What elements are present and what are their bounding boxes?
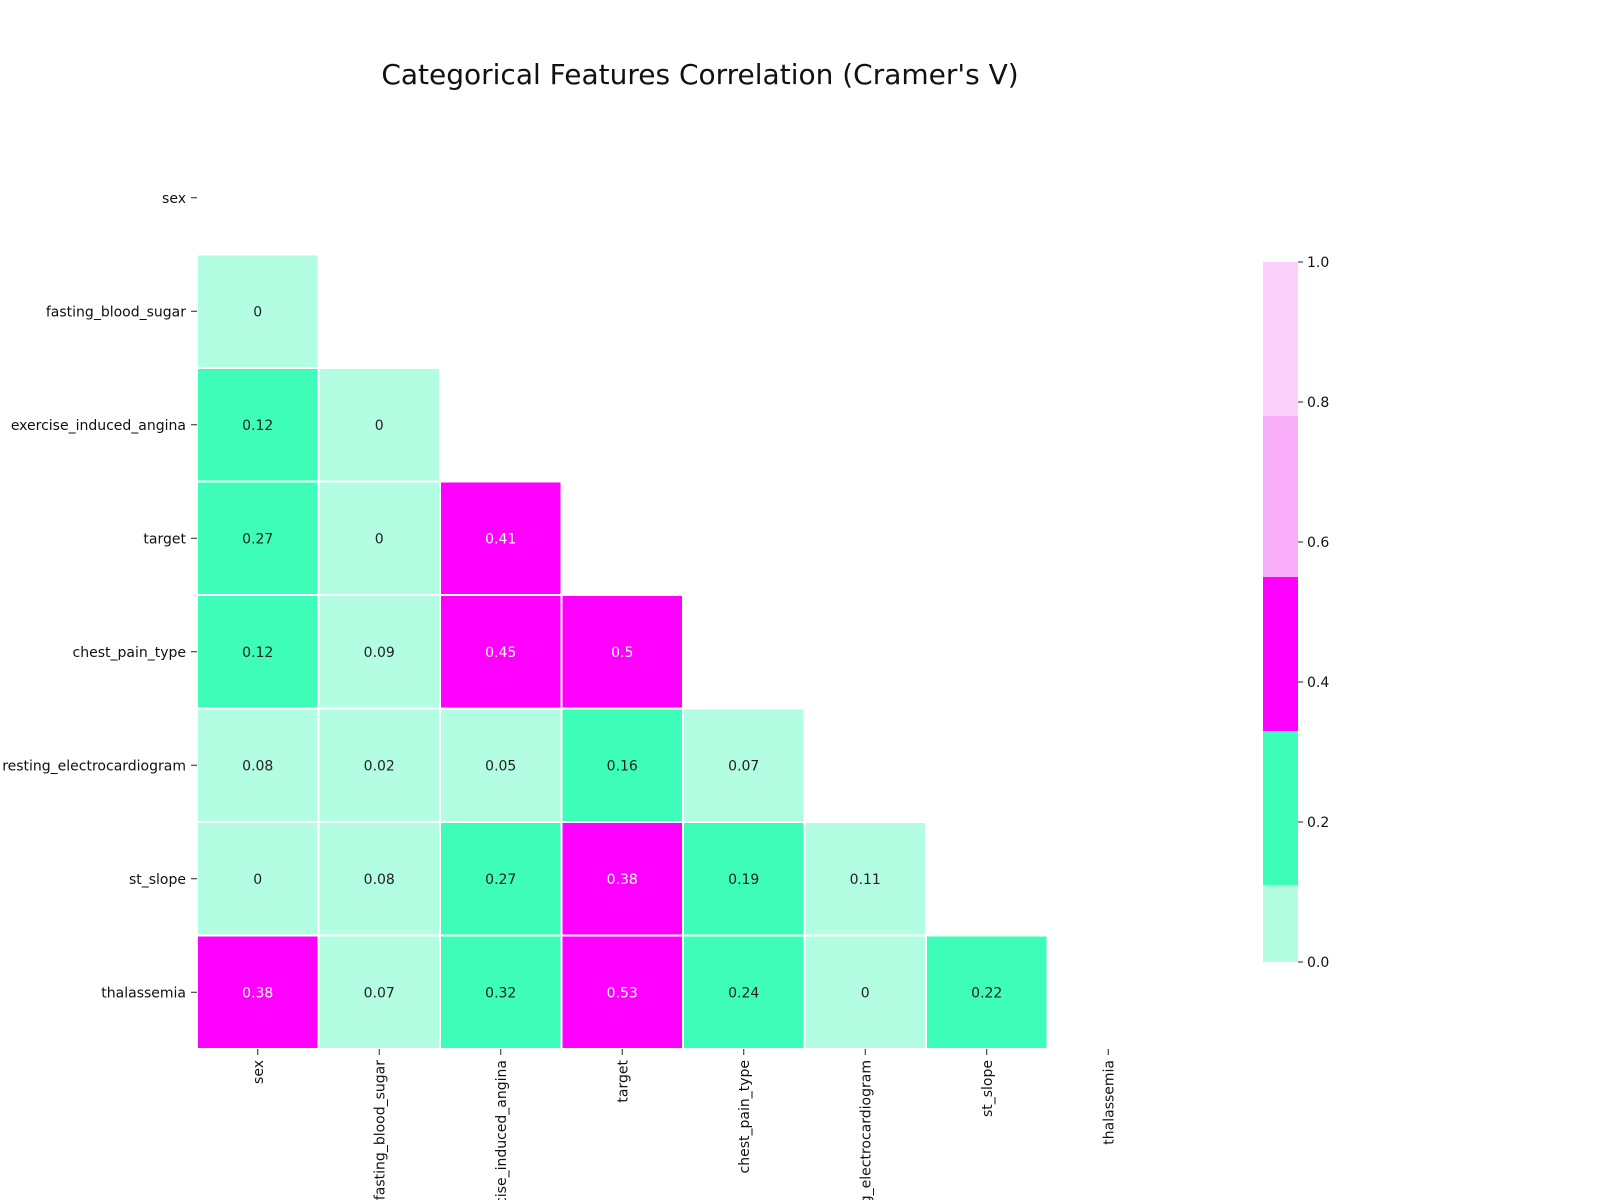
cell-value-label: 0 xyxy=(375,418,384,434)
x-tick-label: resting_electrocardiogram xyxy=(858,1060,874,1200)
heatmap-cell xyxy=(925,934,1049,1050)
cell-value-label: 0.22 xyxy=(971,985,1002,1001)
x-tick-label: thalassemia xyxy=(1101,1060,1117,1145)
colorbar-tick-label: 0.6 xyxy=(1307,535,1329,551)
cell-value-label: 0 xyxy=(861,985,870,1001)
y-tick-label: thalassemia xyxy=(101,985,186,1001)
cell-value-label: 0.32 xyxy=(485,985,516,1001)
y-tick-label: resting_electrocardiogram xyxy=(2,758,186,774)
colorbar-tick-label: 0.0 xyxy=(1307,955,1329,971)
y-tick-label: target xyxy=(143,531,186,547)
cell-value-label: 0.41 xyxy=(485,531,516,547)
cell-value-label: 0.07 xyxy=(728,758,759,774)
heatmap-cell xyxy=(803,821,927,937)
heatmap-cell xyxy=(317,821,441,937)
colorbar-segment xyxy=(1263,885,1298,962)
cell-value-label: 0.53 xyxy=(607,985,638,1001)
colorbar-segment xyxy=(1263,262,1298,416)
cell-value-label: 0 xyxy=(253,304,262,320)
cell-value-label: 0.08 xyxy=(242,758,273,774)
cell-value-label: 0 xyxy=(253,872,262,888)
y-tick-label: fasting_blood_sugar xyxy=(46,304,186,320)
cell-value-label: 0.12 xyxy=(242,645,273,661)
x-tick-label: exercise_induced_angina xyxy=(494,1060,510,1200)
colorbar-tick-label: 1.0 xyxy=(1307,255,1329,271)
heatmap-cell xyxy=(317,934,441,1050)
x-tick-label: chest_pain_type xyxy=(737,1060,753,1173)
cell-value-label: 0.27 xyxy=(242,531,273,547)
heatmap-cell xyxy=(560,707,684,823)
heatmap-cell xyxy=(317,594,441,710)
heatmap-cell xyxy=(682,707,806,823)
cell-value-label: 0.08 xyxy=(364,872,395,888)
heatmap-cell xyxy=(560,821,684,937)
heatmap-cell xyxy=(560,934,684,1050)
x-tick-label: sex xyxy=(251,1060,267,1084)
heatmap-cell xyxy=(439,594,563,710)
heatmap-cell xyxy=(196,367,320,483)
cell-value-label: 0.27 xyxy=(485,872,516,888)
colorbar-segment xyxy=(1263,577,1298,731)
cell-value-label: 0.19 xyxy=(728,872,759,888)
heatmap-cell xyxy=(439,707,563,823)
chart-title: Categorical Features Correlation (Cramer… xyxy=(381,58,1019,91)
cell-value-label: 0.38 xyxy=(242,985,273,1001)
y-tick-label: st_slope xyxy=(129,872,186,888)
colorbar-tick-label: 0.8 xyxy=(1307,395,1329,411)
colorbar-segment xyxy=(1263,416,1298,577)
cell-value-label: 0.05 xyxy=(485,758,516,774)
cell-value-label: 0.11 xyxy=(850,872,881,888)
heatmap-cell xyxy=(196,253,320,369)
x-tick-label: target xyxy=(615,1060,631,1103)
heatmap-cell xyxy=(196,934,320,1050)
cell-value-label: 0.07 xyxy=(364,985,395,1001)
cell-value-label: 0.12 xyxy=(242,418,273,434)
cell-value-label: 0.24 xyxy=(728,985,759,1001)
cell-value-label: 0.09 xyxy=(364,645,395,661)
cell-value-label: 0.02 xyxy=(364,758,395,774)
heatmap-cell xyxy=(560,594,684,710)
heatmap-cell xyxy=(196,821,320,937)
heatmap-cell xyxy=(317,367,441,483)
y-tick-label: sex xyxy=(162,191,186,207)
colorbar-tick-label: 0.4 xyxy=(1307,675,1329,691)
heatmap-cell xyxy=(439,821,563,937)
heatmap-cell xyxy=(317,707,441,823)
heatmap-cell xyxy=(682,821,806,937)
cell-value-label: 0.45 xyxy=(485,645,516,661)
heatmap-cell xyxy=(439,934,563,1050)
cell-value-label: 0.5 xyxy=(611,645,633,661)
y-tick-label: chest_pain_type xyxy=(73,645,186,661)
colorbar-tick-label: 0.2 xyxy=(1307,815,1329,831)
y-tick-label: exercise_induced_angina xyxy=(11,418,186,434)
cell-value-label: 0 xyxy=(375,531,384,547)
x-tick-label: fasting_blood_sugar xyxy=(372,1060,388,1200)
cell-value-label: 0.38 xyxy=(607,872,638,888)
colorbar-segment xyxy=(1263,731,1298,885)
x-tick-label: st_slope xyxy=(980,1060,996,1117)
heatmap-cell xyxy=(682,934,806,1050)
cell-value-label: 0.16 xyxy=(607,758,638,774)
